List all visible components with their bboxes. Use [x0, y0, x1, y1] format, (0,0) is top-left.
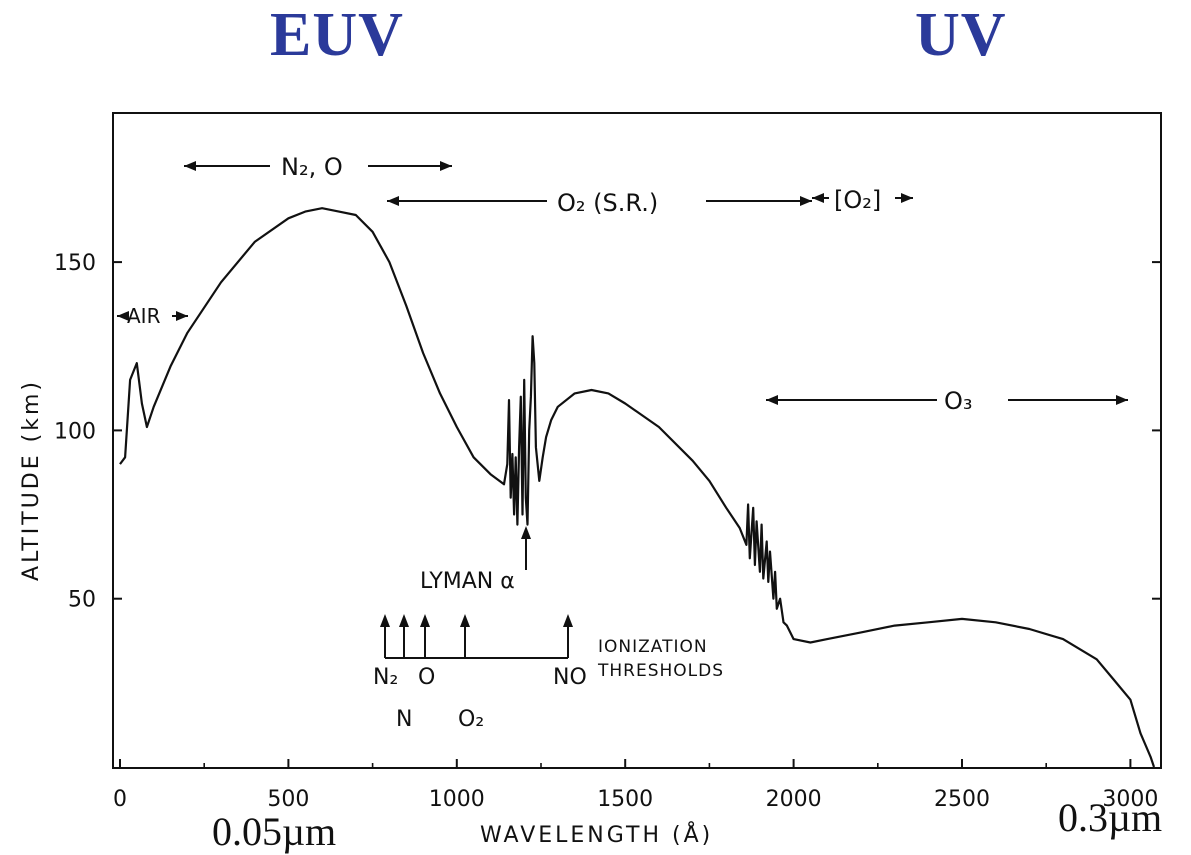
n2-o-arrow-right-head-right	[440, 161, 452, 171]
euv-header: EUV	[270, 1, 404, 69]
x-tick-label: 3000	[1102, 787, 1158, 812]
x-tick-label: 0	[113, 787, 127, 812]
annotation-ionization: IONIZATION	[598, 637, 708, 657]
y-tick-label: 50	[68, 588, 96, 613]
annotation-o2-bracket: [O₂]	[834, 186, 881, 214]
annotation-o3: O₃	[944, 387, 973, 415]
threshold-arrow-head	[380, 614, 390, 627]
x-tick-label: 2000	[766, 787, 822, 812]
n2-o-arrow-left-head-left	[184, 161, 196, 171]
x-tick-label: 2500	[934, 787, 990, 812]
o2-bracket-arrow-right-head-right	[901, 193, 913, 203]
threshold-label-no: NO	[553, 665, 587, 690]
air-arrow-left-head-left	[117, 311, 129, 321]
annotation-air: AIR	[127, 304, 161, 328]
annotation-o2-sr: O₂ (S.R.)	[557, 189, 658, 217]
threshold-arrow-head	[563, 614, 573, 627]
x-axis-label: WAVELENGTH (Å)	[480, 821, 713, 848]
threshold-label-o: O	[418, 665, 435, 690]
label-0-05-micron: 0.05µm	[212, 809, 337, 854]
o2-bracket-arrow-left-head-left	[812, 193, 824, 203]
label-0-3-micron: 0.3µm	[1058, 795, 1163, 840]
annotation-thresholds: THRESHOLDS	[597, 661, 724, 681]
annotation-n2-o: N₂, O	[281, 153, 343, 181]
y-axis-label: ALTITUDE (km)	[19, 379, 44, 581]
threshold-arrow-head	[399, 614, 409, 627]
x-tick-label: 1500	[597, 787, 653, 812]
threshold-label-n: N	[396, 707, 412, 732]
axes-frame	[112, 112, 1162, 769]
annotation-lyman-alpha: LYMAN α	[420, 569, 515, 594]
threshold-label-n2: N₂	[373, 665, 398, 690]
threshold-label-o2: O₂	[458, 707, 484, 732]
y-tick-label: 100	[54, 419, 96, 444]
lyman-alpha-arrow-head	[521, 526, 531, 539]
o3-arrow-left-head-left	[766, 395, 778, 405]
plot-frame	[112, 112, 1162, 769]
threshold-arrow-head	[420, 614, 430, 627]
uv-header: UV	[915, 1, 1007, 69]
air-arrow-right-head-right	[176, 311, 188, 321]
threshold-arrow-head	[460, 614, 470, 627]
x-tick-label: 500	[267, 787, 309, 812]
y-tick-label: 150	[54, 251, 96, 276]
annotations	[117, 161, 1128, 659]
axis-ticks: 0 500 1000 1500 2000 2500 3000 50 100 150	[54, 251, 1161, 812]
x-tick-label: 1000	[429, 787, 485, 812]
o2-sr-arrow-right-head-right	[800, 196, 812, 206]
o2-sr-arrow-left-head-left	[387, 196, 399, 206]
altitude-curve	[119, 207, 1156, 768]
o3-arrow-right-head-right	[1116, 395, 1128, 405]
